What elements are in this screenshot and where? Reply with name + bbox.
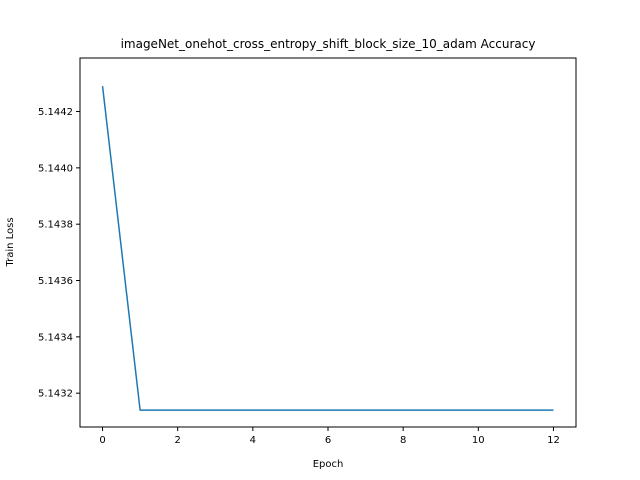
y-tick-label: 5.1436 [38,276,73,287]
y-tick-label: 5.1440 [38,163,73,174]
x-tick-label: 10 [472,435,485,446]
y-tick-label: 5.1434 [38,332,73,343]
x-tick-label: 0 [99,435,105,446]
y-tick-label: 5.1438 [38,220,73,231]
y-tick-label: 5.1442 [38,107,73,118]
series-layer [101,86,554,411]
x-tick-label: 6 [325,435,331,446]
chart-title: imageNet_onehot_cross_entropy_shift_bloc… [121,37,536,51]
plot-area-frame [79,57,577,428]
x-tick-label: 4 [250,435,256,446]
train-loss-line [101,86,554,411]
x-tick-label: 12 [547,435,560,446]
y-axis-ticks: 5.1432 5.1434 5.1436 5.1438 5.1440 5.1442 [38,107,80,400]
x-tick-label: 2 [175,435,181,446]
x-tick-label: 8 [400,435,406,446]
y-axis-label: Train Loss [5,217,16,267]
x-axis-ticks: 0 2 4 6 8 10 12 [99,427,560,446]
x-axis-label: Epoch [313,459,344,470]
y-tick-label: 5.1432 [38,389,73,400]
